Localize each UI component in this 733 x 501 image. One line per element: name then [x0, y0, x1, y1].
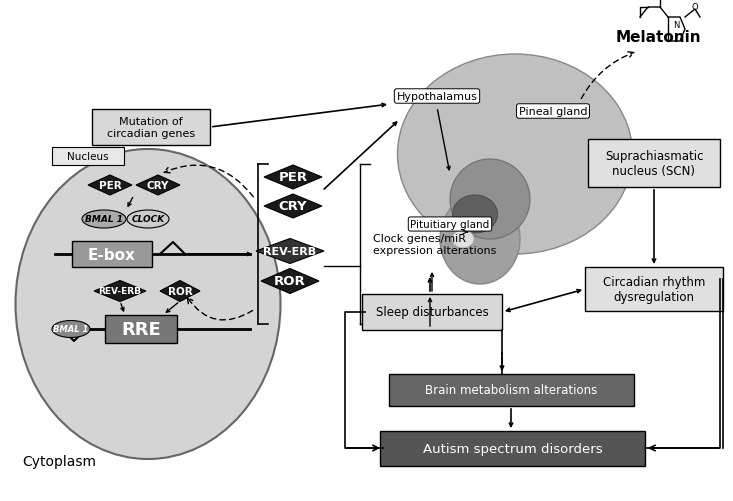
Text: Pineal gland: Pineal gland	[519, 107, 587, 117]
Text: E-box: E-box	[88, 247, 136, 262]
Ellipse shape	[15, 150, 281, 459]
Text: Autism spectrum disorders: Autism spectrum disorders	[423, 442, 603, 455]
Text: CRY: CRY	[147, 181, 169, 190]
Ellipse shape	[52, 321, 90, 338]
Polygon shape	[136, 176, 180, 195]
Text: Hypothalamus: Hypothalamus	[397, 92, 477, 102]
Text: N: N	[673, 22, 679, 31]
Text: BMAL 1: BMAL 1	[54, 325, 89, 334]
Polygon shape	[160, 281, 200, 302]
Polygon shape	[261, 269, 319, 294]
Ellipse shape	[450, 160, 530, 239]
Polygon shape	[264, 166, 322, 189]
Text: Mutation of
circadian genes: Mutation of circadian genes	[107, 117, 195, 138]
Ellipse shape	[127, 210, 169, 228]
Polygon shape	[94, 281, 146, 302]
Text: REV-ERB: REV-ERB	[263, 246, 317, 257]
Text: Clock genes/miR
expression alterations: Clock genes/miR expression alterations	[373, 234, 496, 256]
Text: REV-ERB: REV-ERB	[98, 287, 141, 296]
Ellipse shape	[452, 195, 498, 233]
FancyBboxPatch shape	[362, 295, 502, 330]
FancyArrowPatch shape	[188, 298, 253, 320]
Text: Circadian rhythm
dysregulation: Circadian rhythm dysregulation	[603, 276, 705, 304]
FancyBboxPatch shape	[92, 110, 210, 146]
Text: ROR: ROR	[274, 275, 306, 288]
Polygon shape	[88, 176, 132, 195]
FancyArrowPatch shape	[164, 166, 254, 197]
FancyBboxPatch shape	[52, 148, 124, 166]
FancyBboxPatch shape	[72, 241, 152, 268]
Text: Brain metabolism alterations: Brain metabolism alterations	[425, 384, 597, 397]
Text: PER: PER	[279, 171, 308, 184]
Text: PER: PER	[99, 181, 122, 190]
Text: Melatonin: Melatonin	[615, 31, 701, 46]
FancyBboxPatch shape	[105, 315, 177, 343]
Ellipse shape	[82, 210, 126, 228]
Text: Suprachiasmatic
nucleus (SCN): Suprachiasmatic nucleus (SCN)	[605, 150, 703, 178]
Text: RRE: RRE	[121, 320, 161, 338]
Text: Sleep disturbances: Sleep disturbances	[375, 306, 488, 319]
Text: Pituitiary gland: Pituitiary gland	[410, 219, 490, 229]
Text: CRY: CRY	[279, 200, 307, 213]
Ellipse shape	[397, 55, 633, 255]
Text: O: O	[692, 4, 699, 13]
FancyBboxPatch shape	[389, 374, 634, 406]
Polygon shape	[256, 239, 324, 264]
Text: Nucleus: Nucleus	[67, 152, 108, 162]
FancyBboxPatch shape	[588, 140, 720, 188]
Text: Cytoplasm: Cytoplasm	[22, 454, 96, 468]
Ellipse shape	[440, 194, 520, 285]
FancyBboxPatch shape	[380, 431, 645, 466]
FancyBboxPatch shape	[585, 268, 723, 312]
Text: ROR: ROR	[168, 287, 192, 297]
Text: BMAL 1: BMAL 1	[85, 215, 123, 224]
Polygon shape	[264, 194, 322, 218]
FancyArrowPatch shape	[581, 53, 634, 99]
Ellipse shape	[452, 230, 474, 248]
Text: CLOCK: CLOCK	[131, 215, 165, 224]
